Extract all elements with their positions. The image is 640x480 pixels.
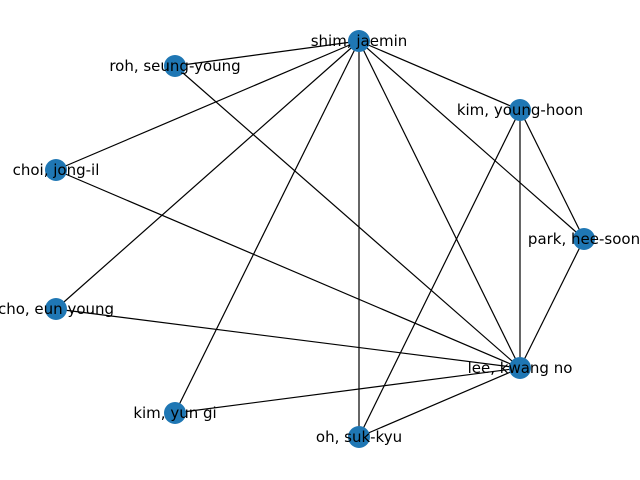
node-choi[interactable] [45,159,67,181]
edge-shim-park [358,40,585,240]
node-label-cho: cho, eun young [0,300,114,318]
edges-layer [55,40,585,438]
node-label-lee: lee, kwang no [468,359,573,377]
node-kimyh[interactable] [509,99,531,121]
labels-layer: shim, jaemin roh, seung-young kim, young-h… [0,32,640,446]
edge-kimyg-lee [174,367,521,414]
node-kimyg[interactable] [164,402,186,424]
edge-shim-kimyg [174,40,360,414]
edge-shim-choi [55,40,360,171]
nodes-layer [45,30,595,448]
edge-kimyh-park [519,109,585,240]
node-cho[interactable] [45,298,67,320]
edge-shim-roh [174,40,360,67]
node-label-kimyh: kim, young-hoon [457,101,583,119]
edge-cho-lee [55,308,521,369]
node-oh[interactable] [348,426,370,448]
node-roh[interactable] [164,55,186,77]
node-label-kimyg: kim, yun gi [133,404,216,422]
node-shim[interactable] [348,30,370,52]
node-label-shim: shim, jaemin [311,32,408,50]
node-lee[interactable] [509,357,531,379]
node-label-roh: roh, seung-young [109,57,240,75]
edge-choi-lee [55,169,521,369]
node-label-oh: oh, suk-kyu [316,428,402,446]
node-park[interactable] [573,228,595,250]
edge-shim-lee [358,40,521,369]
edge-park-lee [519,238,585,369]
edge-roh-lee [174,65,521,369]
edge-shim-kimyh [358,40,521,111]
edge-shim-cho [55,40,360,310]
edge-oh-lee [358,367,521,438]
edge-kimyh-oh [358,109,521,438]
node-label-park: park, hee-soon [528,230,640,248]
node-label-choi: choi, jong-il [13,161,100,179]
